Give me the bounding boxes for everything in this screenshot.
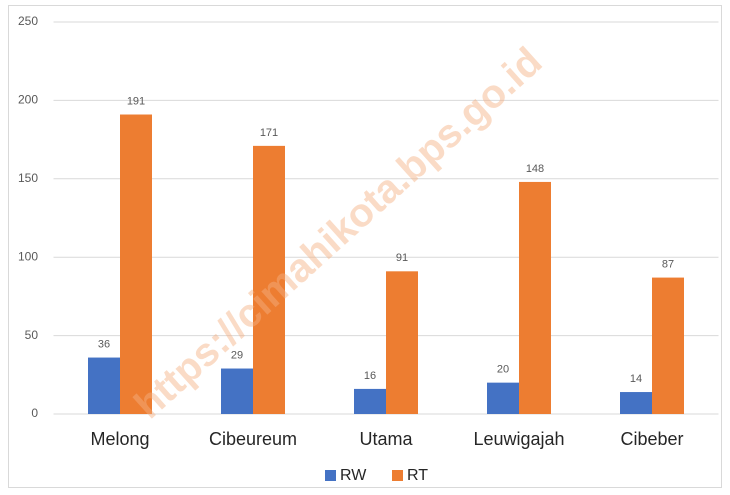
bar: [88, 357, 120, 414]
legend-swatch: [325, 470, 336, 481]
y-tick-label: 100: [18, 249, 38, 263]
legend-label: RW: [340, 467, 367, 484]
bar: [253, 145, 285, 414]
x-tick-label: Utama: [359, 429, 413, 449]
x-tick-label: Cibeber: [620, 429, 683, 449]
y-tick-label: 200: [18, 93, 38, 107]
value-label: 87: [662, 258, 674, 270]
value-label: 14: [630, 373, 642, 385]
bar: [487, 382, 519, 414]
bar: [221, 368, 253, 414]
bar: [120, 114, 152, 415]
bar: [652, 277, 684, 414]
x-tick-label: Leuwigajah: [473, 429, 564, 449]
value-label: 148: [526, 163, 544, 175]
value-label: 20: [497, 364, 509, 376]
y-tick-label: 250: [18, 14, 38, 28]
bar: [519, 181, 551, 414]
x-tick-label: Melong: [90, 429, 149, 449]
bar: [354, 388, 386, 414]
y-tick-label: 150: [18, 171, 38, 185]
value-label: 191: [127, 95, 145, 107]
chart-border: [8, 5, 722, 488]
legend-swatch: [392, 470, 403, 481]
value-label: 29: [231, 349, 243, 361]
x-tick-label: Cibeureum: [209, 429, 297, 449]
value-label: 16: [364, 370, 376, 382]
bar: [620, 392, 652, 414]
value-label: 36: [98, 338, 110, 350]
legend-label: RT: [407, 467, 428, 484]
y-tick-label: 50: [25, 328, 39, 342]
bar: [386, 271, 418, 414]
value-label: 91: [396, 252, 408, 264]
value-label: 171: [260, 127, 278, 139]
y-tick-label: 0: [31, 406, 38, 420]
